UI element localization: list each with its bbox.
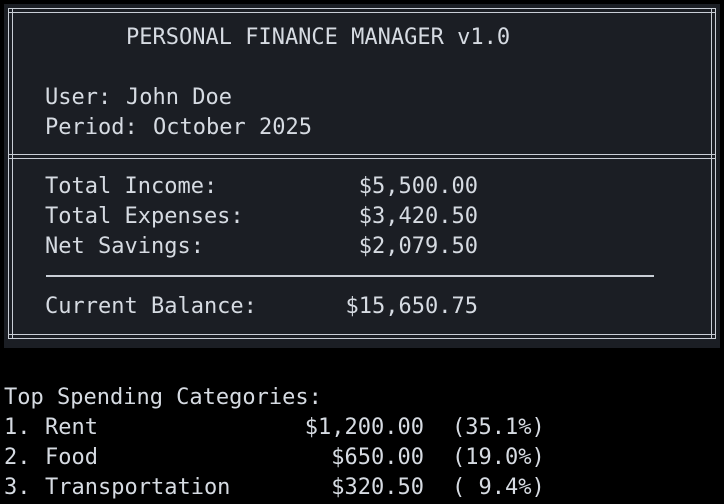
total-income-value: $5,500.00	[358, 174, 478, 199]
panel-bottom-border	[8, 334, 716, 339]
category-percent: (19.0%)	[452, 445, 545, 470]
category-amount: $320.50	[331, 475, 424, 500]
category-percent: ( 9.4%)	[452, 475, 545, 500]
period-label: Period:	[45, 115, 138, 140]
total-expenses-label: Total Expenses:	[45, 204, 244, 229]
app-title: PERSONAL FINANCE MANAGER v1.0	[126, 25, 511, 50]
summary-panel	[4, 4, 720, 348]
category-rank: 1.	[4, 415, 31, 440]
spending-category-row: 2. Food $650.00 (19.0%)	[0, 443, 724, 473]
panel-top-border	[8, 8, 716, 13]
category-percent: (35.1%)	[452, 415, 545, 440]
panel-left-border	[8, 8, 13, 339]
total-income-label: Total Income:	[45, 174, 218, 199]
user-label: User:	[45, 85, 112, 110]
category-name: Food	[45, 445, 98, 470]
category-name: Rent	[45, 415, 98, 440]
category-amount: $650.00	[331, 445, 424, 470]
net-savings-label: Net Savings:	[45, 234, 204, 259]
total-expenses-value: $3,420.50	[358, 204, 478, 229]
summary-separator	[46, 275, 654, 277]
panel-divider	[8, 154, 716, 159]
current-balance-value: $15,650.75	[345, 294, 478, 319]
category-rank: 3.	[4, 475, 31, 500]
category-name: Transportation	[45, 475, 231, 500]
spending-category-row: 3. Transportation $320.50 ( 9.4%)	[0, 473, 724, 503]
current-balance-label: Current Balance:	[45, 294, 257, 319]
category-rank: 2.	[4, 445, 31, 470]
category-amount: $1,200.00	[304, 415, 424, 440]
user-name: John Doe	[126, 85, 232, 110]
spending-category-row: 1. Rent $1,200.00 (35.1%)	[0, 413, 724, 443]
top-spending-heading: Top Spending Categories:	[4, 385, 322, 410]
panel-right-border	[711, 8, 716, 339]
net-savings-value: $2,079.50	[358, 234, 478, 259]
period-value: October 2025	[153, 115, 312, 140]
